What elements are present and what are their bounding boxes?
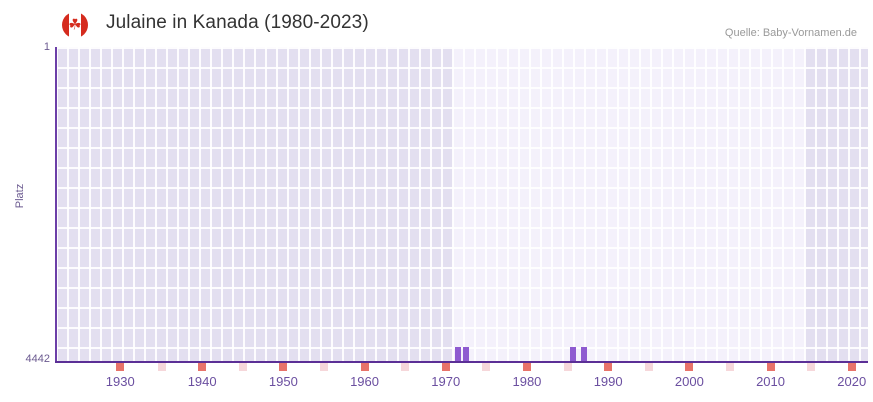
x-tick-mark-minor — [807, 363, 816, 371]
plot-area — [56, 47, 868, 362]
x-tick-mark-1930 — [116, 363, 125, 371]
x-tick-label-1990: 1990 — [593, 374, 623, 389]
canada-flag-icon: ☘ — [62, 12, 88, 38]
x-tick-mark-1970 — [441, 363, 450, 371]
x-tick-mark-minor — [482, 363, 491, 371]
plot-gridlines — [56, 47, 868, 362]
y-axis: 1 4442 Platz — [0, 0, 50, 402]
y-axis-title: Platz — [14, 183, 26, 209]
flag-band-right — [81, 12, 88, 38]
x-tick-mark-minor — [157, 363, 166, 371]
x-tick-mark-1960 — [360, 363, 369, 371]
x-tick-label-2010: 2010 — [756, 374, 785, 389]
flag-band-left — [62, 12, 69, 38]
x-tick-mark-minor — [725, 363, 734, 371]
x-tick-mark-minor — [563, 363, 572, 371]
x-tick-mark-1940 — [198, 363, 207, 371]
bar-1994[interactable] — [581, 347, 587, 362]
y-axis-line — [55, 47, 57, 363]
page-title: Julaine in Kanada (1980-2023) — [106, 12, 369, 33]
chart-header: ☘ Julaine in Kanada (1980-2023) Quelle: … — [0, 0, 873, 46]
source-attribution: Quelle: Baby-Vornamen.de — [724, 27, 857, 39]
x-tick-mark-2010 — [766, 363, 775, 371]
x-tick-label-1970: 1970 — [431, 374, 461, 389]
x-tick-label-1980: 1980 — [512, 374, 542, 389]
maple-leaf-icon: ☘ — [68, 16, 82, 34]
bar-1979[interactable] — [463, 347, 469, 362]
x-tick-mark-2020 — [847, 363, 856, 371]
bar-1993[interactable] — [570, 347, 576, 362]
x-axis-line — [55, 361, 868, 363]
x-tick-mark-minor — [644, 363, 653, 371]
x-tick-mark-minor — [319, 363, 328, 371]
x-tick-label-1950: 1950 — [268, 374, 298, 389]
y-axis-tick-bottom: 4442 — [25, 353, 50, 365]
x-tick-label-1960: 1960 — [350, 374, 379, 389]
x-tick-label-1940: 1940 — [187, 374, 217, 389]
x-tick-label-1930: 1930 — [105, 374, 135, 389]
x-tick-mark-minor — [238, 363, 247, 371]
x-tick-mark-1980 — [522, 363, 531, 371]
bar-1978[interactable] — [455, 347, 461, 362]
x-tick-mark-1950 — [279, 363, 288, 371]
x-tick-label-2020: 2020 — [837, 374, 867, 389]
y-axis-tick-top: 1 — [43, 41, 50, 53]
x-tick-label-2000: 2000 — [674, 374, 704, 389]
x-tick-mark-1990 — [604, 363, 613, 371]
x-tick-mark-minor — [401, 363, 410, 371]
x-tick-mark-2000 — [685, 363, 694, 371]
